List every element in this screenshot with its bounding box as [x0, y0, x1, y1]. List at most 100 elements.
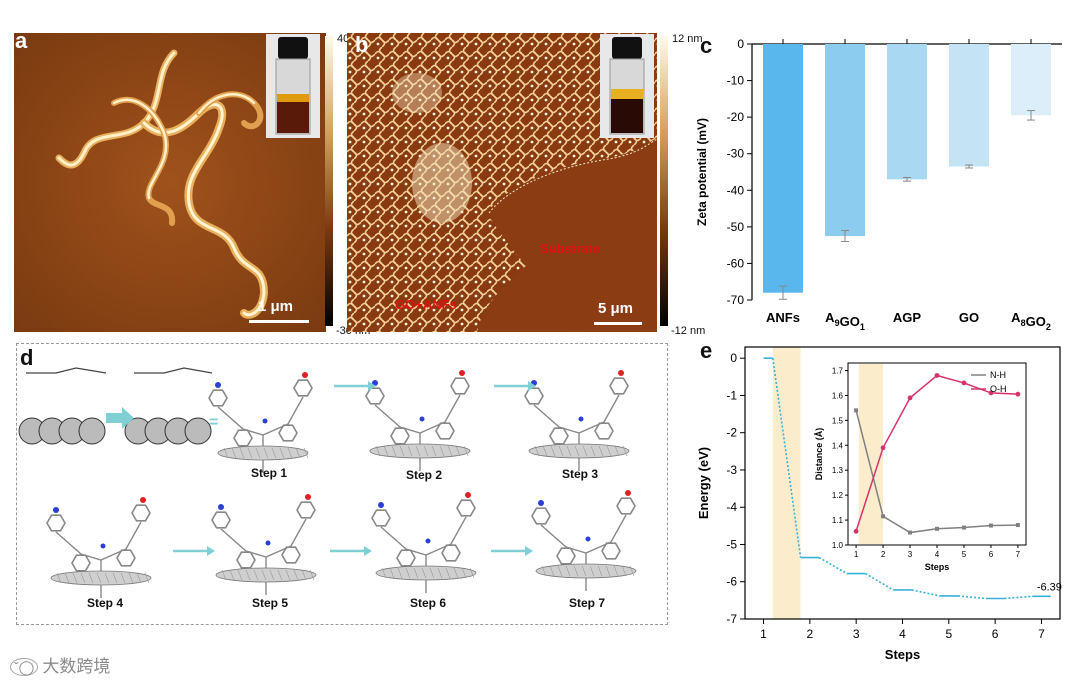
watermark-text: 大数跨境 [42, 657, 111, 676]
zeta-bar-ANFs [763, 44, 803, 293]
nitrogen-atom [425, 538, 431, 544]
go-anfs-label: GO+ANFs [395, 297, 457, 312]
molecular-dynamics-box [16, 343, 668, 625]
inset-x-axis-label: Steps [925, 562, 950, 572]
watermark: ˇ◯ 大数跨境 [10, 652, 110, 677]
inset-point-N-H [908, 530, 913, 535]
e-y-tick-label: -6 [726, 575, 737, 589]
surface-schematic [18, 417, 106, 445]
c-x-tick-label: GO [959, 310, 979, 325]
panel-e-label: e [700, 338, 713, 363]
step-5-label: Step 5 [252, 596, 289, 610]
colorbar-b-max: 12 nm [672, 33, 703, 45]
e-x-tick-label: 3 [853, 627, 860, 641]
oxygen-atom [140, 497, 146, 503]
oxygen-atom [459, 370, 465, 376]
inset-x-tick-label: 4 [935, 550, 940, 559]
big-arrow-icon [106, 407, 134, 429]
inset-x-tick-label: 6 [989, 550, 994, 559]
energy-segment [818, 556, 848, 575]
e-highlight-band [772, 347, 801, 619]
graphene-sheet [535, 563, 637, 579]
e-final-value-label: -6.39 [1037, 581, 1062, 593]
c-y-tick-label: -70 [727, 293, 745, 307]
inset-x-tick-label: 1 [854, 550, 859, 559]
vial-photo-b [600, 34, 654, 138]
inset-point-O-H [1015, 391, 1021, 397]
scale-bar-a [249, 320, 309, 323]
zeta-bar-A9GO1 [825, 44, 865, 236]
nitrogen-atom [419, 416, 425, 422]
step-1-label: Step 1 [251, 466, 288, 480]
colorbar-b [660, 36, 668, 326]
inset-point-O-H [934, 373, 940, 378]
e-x-axis-label: Steps [885, 647, 920, 662]
inset-point-N-H [854, 408, 859, 413]
e-x-tick-label: 7 [1038, 627, 1045, 641]
inset-point-O-H [988, 390, 994, 396]
schematic-chain [134, 367, 213, 374]
e-x-tick-label: 1 [760, 627, 767, 641]
zeta-bar-A8GO2 [1011, 44, 1051, 116]
inset-y-tick-label: 1.2 [832, 491, 844, 500]
inset-x-tick-label: 5 [962, 550, 967, 559]
zeta-bar-AGP [887, 44, 927, 180]
c-y-tick-label: -50 [727, 220, 745, 234]
e-y-tick-label: -2 [726, 426, 737, 440]
c-y-tick-label: -20 [727, 110, 745, 124]
inset-legend-label: O-H [990, 384, 1007, 394]
c-x-tick-label: AGP [893, 310, 922, 325]
nitrogen-atom [53, 507, 59, 513]
nitrogen-atom [262, 418, 268, 424]
e-y-tick-label: -7 [726, 612, 737, 626]
e-x-tick-label: 2 [807, 627, 814, 641]
oxygen-atom [465, 492, 471, 498]
step-4-label: Step 4 [87, 596, 124, 610]
inset-x-tick-label: 2 [881, 550, 886, 559]
c-y-axis-label: Zeta potential (mV) [695, 118, 709, 226]
arrow-icon [330, 546, 372, 556]
watermark-logo-icon: ˇ◯ [10, 658, 39, 676]
inset-point-O-H [961, 380, 967, 386]
inset-x-tick-label: 3 [908, 550, 913, 559]
inset-point-O-H [907, 395, 913, 401]
step-6-label: Step 6 [410, 596, 447, 610]
c-x-tick-label: ANFs [766, 310, 800, 325]
inset-y-tick-label: 1.0 [832, 541, 844, 550]
anf-molecule [365, 370, 470, 471]
graphene-sheet [215, 567, 317, 583]
c-y-tick-label: -60 [727, 256, 745, 270]
step-3-label: Step 3 [562, 467, 599, 481]
inset-y-axis-label: Distance (Å) [814, 428, 824, 481]
zeta-bar-GO [949, 44, 989, 167]
panel-a-label: a [15, 28, 28, 53]
substrate-label: Substrate [540, 241, 600, 256]
oxygen-atom [625, 490, 631, 496]
graphene-sheet [375, 565, 477, 581]
inset-y-tick-label: 1.7 [832, 366, 844, 375]
arrow-icon [173, 546, 215, 556]
colorbar-a [325, 36, 333, 326]
e-y-tick-label: -4 [726, 500, 737, 514]
oxygen-atom [618, 370, 624, 376]
molecular-structures: = [18, 367, 637, 598]
inset-x-tick-label: 7 [1016, 550, 1021, 559]
surface-schematic [124, 417, 212, 445]
inset-point-N-H [935, 526, 939, 531]
oxygen-atom [302, 372, 308, 378]
colorbar-b-min: -12 nm [671, 325, 706, 337]
graphene-sheet [369, 443, 471, 459]
energy-segment [772, 358, 802, 558]
nitrogen-atom [215, 382, 221, 388]
inset-point-N-H [1015, 523, 1020, 528]
e-y-axis-label: Energy (eV) [696, 447, 711, 519]
equals-icon: = [209, 414, 218, 431]
inset-y-tick-label: 1.5 [832, 416, 844, 425]
inset-point-N-H [961, 525, 966, 530]
oxygen-atom [305, 494, 311, 500]
energy-segment [911, 589, 940, 597]
inset-point-O-H [880, 445, 886, 451]
inset-highlight-band [858, 364, 884, 544]
inset-point-N-H [988, 523, 993, 528]
zeta-potential-chart: 0 -10 -20 -30 -40 -50 -60 -70 Zeta potential (mV… [695, 37, 1062, 332]
